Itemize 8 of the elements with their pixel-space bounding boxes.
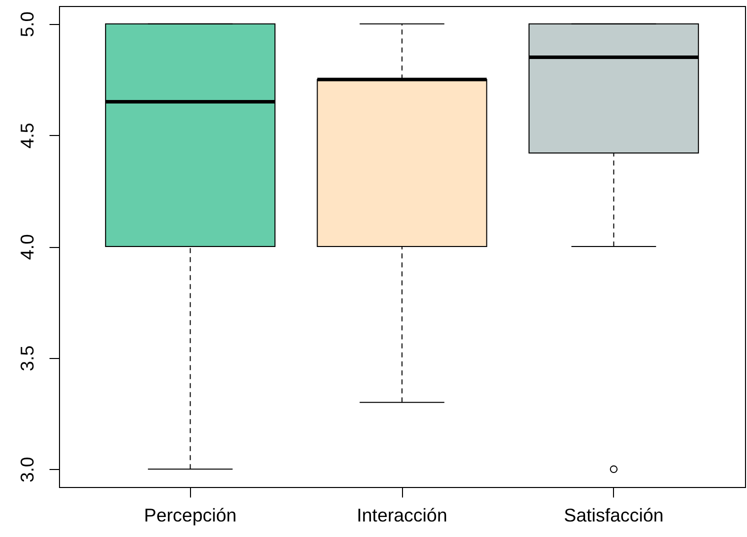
y-tick-label: 3.5 [16,345,38,372]
y-tick-label: 3.0 [16,456,38,483]
y-tick-label: 5.0 [16,11,38,38]
y-tick-label: 4.5 [16,122,38,149]
y-tick-label: 4.0 [16,234,38,260]
x-tick-label: Interacción [356,504,448,526]
x-tick-label: Percepción [144,504,237,526]
x-tick-label: Satisfacción [564,504,664,526]
